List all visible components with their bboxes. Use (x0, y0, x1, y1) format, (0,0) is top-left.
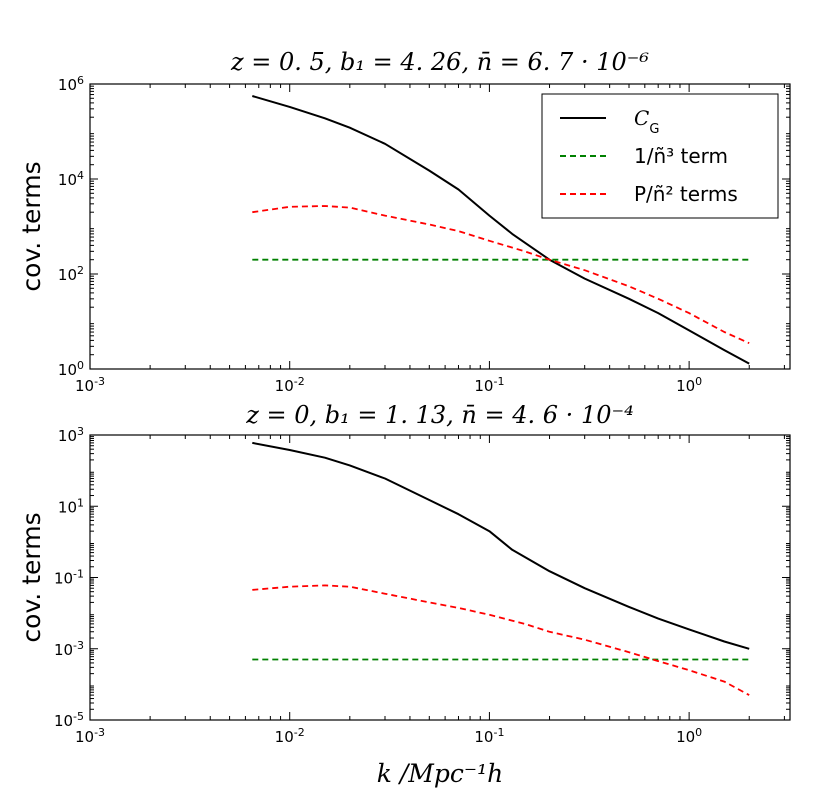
chart-title: z = 0, b₁ = 1. 13, n̄ = 4. 6 · 10⁻⁴ (245, 401, 634, 429)
y-tick-label: 104 (58, 169, 84, 190)
y-tick-label: 10-1 (54, 567, 84, 588)
y-tick-label: 101 (58, 496, 84, 517)
x-axis-label: k /Mpc⁻¹h (377, 759, 503, 788)
x-tick-label: 10-3 (75, 375, 105, 396)
x-tick-label: 10-1 (474, 375, 504, 396)
x-tick-label: 100 (676, 726, 702, 747)
panel-top: z = 0. 5, b₁ = 4. 26, n̄ = 6. 7 · 10⁻⁶ co… (17, 48, 791, 396)
series-line-cg (252, 95, 750, 365)
panel-bottom: z = 0, b₁ = 1. 13, n̄ = 4. 6 · 10⁻⁴ cov. … (17, 401, 791, 747)
series-line-cg (252, 441, 750, 650)
legend-label: CG (634, 106, 659, 137)
y-tick-label: 102 (58, 264, 84, 285)
y-axis-label: cov. terms (17, 161, 46, 291)
y-tick-label: 103 (58, 425, 84, 446)
y-tick-label: 10-5 (54, 710, 84, 731)
x-tick-label: 100 (676, 375, 702, 396)
legend: CG 1/ñ³ term P/ñ² terms (541, 93, 779, 219)
x-tick-label: 10-2 (275, 375, 305, 396)
y-tick-label: 10-3 (54, 638, 84, 659)
legend-label: 1/ñ³ term (634, 144, 728, 168)
x-tick-label: 10-2 (275, 726, 305, 747)
y-axis-label: cov. terms (17, 512, 46, 642)
y-tick-label: 106 (58, 74, 84, 95)
chart-title: z = 0. 5, b₁ = 4. 26, n̄ = 6. 7 · 10⁻⁶ (230, 48, 649, 76)
series-line-pn2 (252, 584, 750, 696)
plot-frame (89, 434, 791, 721)
x-tick-label: 10-3 (75, 726, 105, 747)
legend-label: P/ñ² terms (634, 182, 738, 206)
x-tick-label: 10-1 (474, 726, 504, 747)
plot-frame (89, 83, 791, 370)
series-line-pn2 (252, 205, 750, 345)
y-tick-label: 100 (58, 359, 84, 380)
